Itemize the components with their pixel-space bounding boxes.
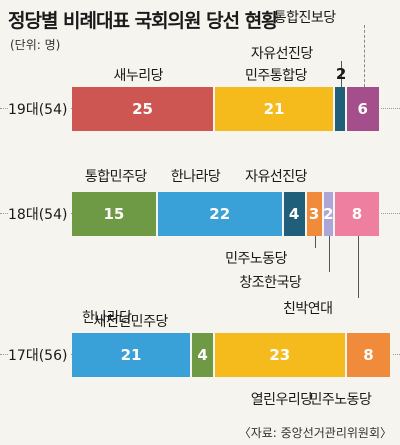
segment-label: 열린우리당 (250, 392, 313, 408)
segment-label: 새누리당 (113, 68, 164, 84)
segment-label: 친박연대 (283, 301, 333, 317)
bar-segment (335, 87, 347, 131)
source-note: 〈자료: 중앙선거관리위원회〉 (238, 426, 392, 440)
bar-segment: 8 (335, 192, 381, 236)
bar-segment: 4 (283, 192, 307, 236)
leader-line (358, 236, 359, 298)
unit-label: (단위: 명) (10, 38, 61, 52)
segment-label: 민주통합당 (245, 68, 307, 84)
bar-segment: 3 (306, 192, 324, 236)
segment-label: 민주노동당 (225, 251, 287, 267)
segment-label: 자유선진당 (245, 169, 307, 185)
bar-segment: 4 (192, 333, 215, 377)
leader-line (329, 236, 331, 272)
segment-label: 한나라당 (170, 169, 221, 185)
segment-label: 통합진보당 (273, 10, 336, 26)
segment-label: 창조한국당 (239, 275, 302, 291)
bar-segment: 21 (72, 333, 193, 377)
bar-segment: 15 (72, 192, 158, 236)
segment-label: 자유선진당 (250, 46, 313, 62)
row-label: 17대(56) (8, 345, 72, 365)
segment-label: 한나라당 (82, 310, 132, 326)
row-label: 19대(54) (8, 99, 72, 119)
leader-line (340, 61, 342, 87)
leader-line (363, 25, 365, 87)
bar-segment: 21 (215, 87, 336, 131)
bar-segment: 22 (157, 192, 284, 236)
bar-segment: 23 (215, 333, 347, 377)
segment-label: 통합민주당 (84, 169, 147, 185)
bar-segment: 6 (346, 87, 381, 131)
row-label: 18대(54) (8, 204, 72, 224)
segment-label: 민주노동당 (309, 392, 372, 408)
chart-title: 정당별 비례대표 국회의원 당선 현황 (8, 10, 279, 32)
bar-segment: 25 (72, 87, 215, 131)
leader-line (315, 236, 317, 248)
outside-value-label: 2 (335, 65, 347, 83)
bar-segment: 8 (346, 333, 393, 377)
segment-label: 새천년민주당 (93, 314, 169, 330)
bar-segment: 2 (323, 192, 336, 236)
